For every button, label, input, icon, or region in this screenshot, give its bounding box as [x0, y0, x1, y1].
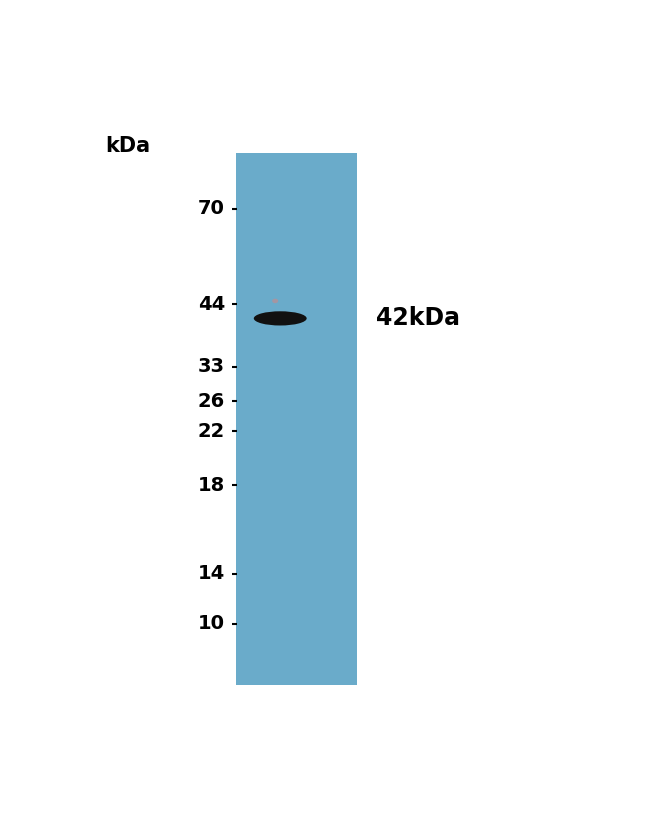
Bar — [237, 153, 358, 685]
Text: 14: 14 — [198, 564, 225, 583]
Text: kDa: kDa — [105, 136, 151, 155]
Text: 22: 22 — [198, 422, 225, 441]
Ellipse shape — [254, 311, 307, 326]
Text: 44: 44 — [198, 294, 225, 314]
Text: 42kDa: 42kDa — [376, 306, 460, 331]
Ellipse shape — [272, 299, 278, 303]
Text: 33: 33 — [198, 357, 225, 377]
Text: 26: 26 — [198, 392, 225, 410]
Text: 18: 18 — [198, 476, 225, 494]
Text: 70: 70 — [198, 199, 225, 218]
Text: 10: 10 — [198, 614, 225, 633]
